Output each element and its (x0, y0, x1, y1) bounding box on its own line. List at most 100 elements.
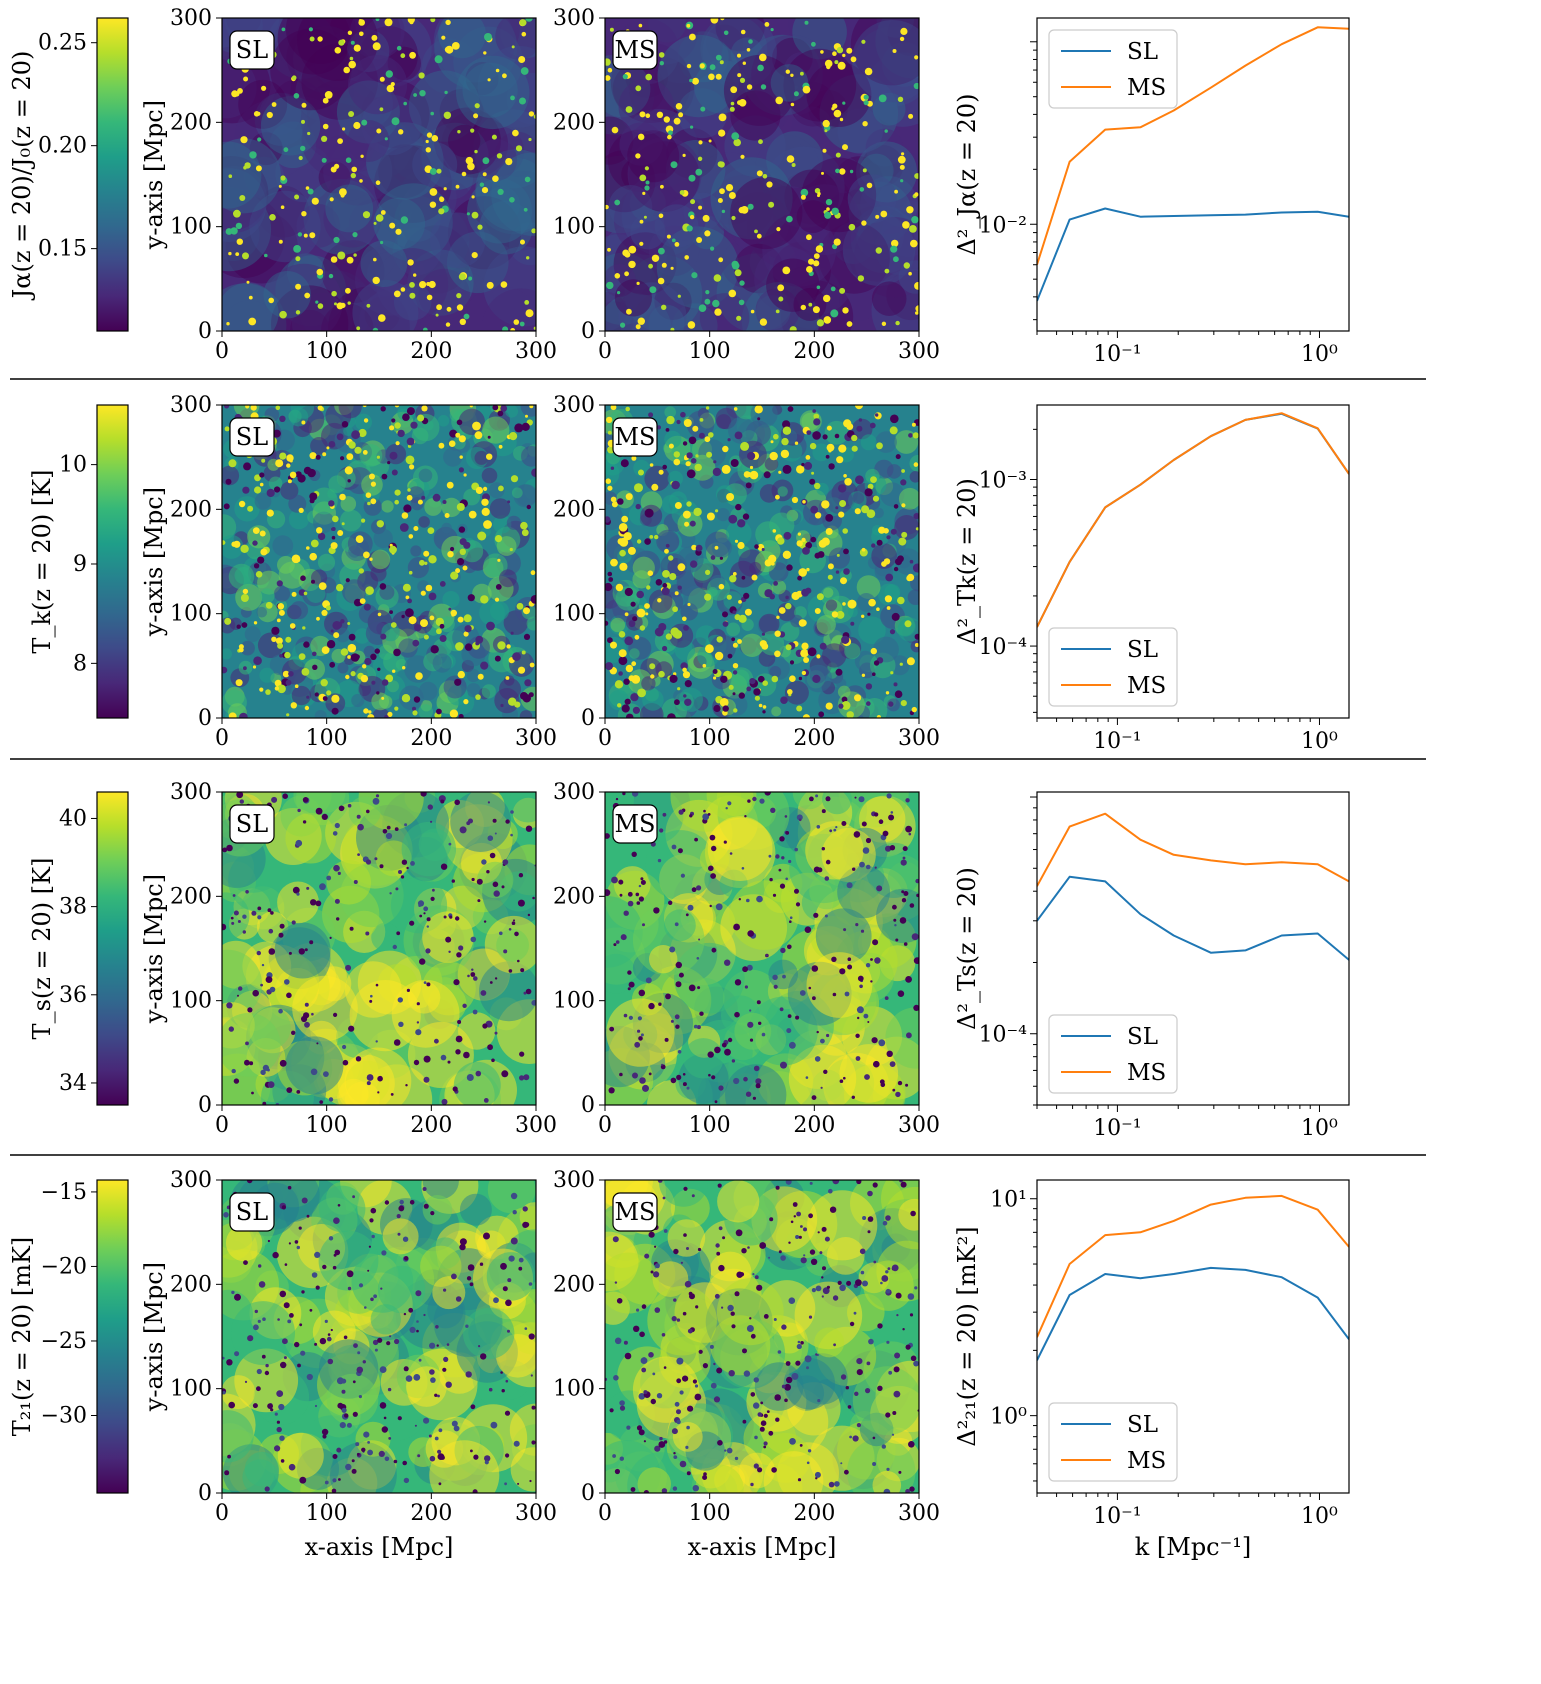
field-spot (711, 845, 717, 852)
field-spot (619, 893, 623, 897)
ps-frame (1036, 1179, 1350, 1494)
field-spot (658, 247, 665, 255)
field-spot (884, 268, 890, 274)
field-spot (689, 520, 696, 527)
field-spot (838, 511, 845, 518)
field-spot (913, 1360, 919, 1367)
field-spot (244, 1059, 250, 1066)
field-spot (379, 583, 387, 590)
field-blob (278, 561, 306, 589)
field-spot (285, 636, 292, 643)
field-spot (842, 307, 849, 314)
field-spot (650, 1270, 654, 1274)
field-spot (253, 621, 258, 625)
field-spot (316, 616, 320, 621)
field-spot (816, 654, 821, 659)
x-tick-label: 100 (306, 1113, 348, 1138)
field-spot (632, 792, 639, 797)
series-line-ms (1037, 812, 1349, 887)
field-spot (787, 944, 792, 950)
field-spot (744, 608, 752, 616)
field-spot (881, 321, 887, 326)
field-spot (828, 463, 835, 470)
field-spot (507, 500, 511, 504)
field-spot (874, 812, 879, 817)
field-blob (825, 599, 838, 611)
field-blob (458, 408, 485, 435)
field-spot (790, 1220, 794, 1224)
field-spot (822, 434, 828, 440)
field-spot (393, 290, 401, 298)
field-spot (392, 669, 396, 673)
field-spot (801, 537, 806, 543)
field-spot (835, 506, 839, 510)
field-spot (635, 153, 641, 159)
field-spot (880, 210, 888, 218)
field-blob (298, 270, 373, 331)
colorbar-label: Jα(z = 20)/J₀(z = 20) (8, 51, 36, 302)
field-spot (715, 509, 719, 513)
field-spot (472, 1009, 478, 1015)
field-spot (362, 450, 368, 455)
field-spot (330, 1328, 333, 1332)
field-spot (645, 612, 649, 616)
field-spot (812, 409, 816, 413)
field-spot (732, 663, 739, 669)
field-spot (623, 910, 629, 916)
field-spot (494, 655, 501, 662)
field-spot (891, 612, 900, 621)
field-spot (796, 814, 803, 821)
field-blob (259, 93, 302, 135)
field-spot (365, 931, 370, 936)
field-spot (662, 812, 667, 817)
field-spot (377, 612, 382, 617)
field-spot (631, 851, 637, 857)
field-blob (710, 157, 793, 240)
field-spot (239, 195, 246, 201)
field-spot (254, 486, 262, 494)
field-blob (839, 1044, 899, 1103)
field-blob (847, 174, 897, 224)
field-spot (345, 674, 350, 680)
field-spot (242, 588, 249, 595)
field-spot (901, 531, 908, 538)
field-blob (860, 157, 914, 212)
field-blob (790, 82, 835, 127)
field-spot (351, 166, 358, 173)
field-spot (303, 591, 308, 596)
field-spot (905, 1344, 911, 1350)
field-spot (679, 190, 685, 195)
field-blob (506, 515, 521, 530)
field-spot (412, 639, 420, 647)
field-spot (502, 326, 509, 331)
field-blob (222, 514, 237, 540)
field-spot (850, 56, 857, 63)
field-blob (519, 710, 533, 718)
field-spot (419, 958, 426, 965)
field-spot (691, 1194, 695, 1198)
field-spot (797, 575, 802, 581)
field-spot (404, 1256, 409, 1261)
field-spot (389, 892, 392, 895)
field-spot (455, 184, 460, 189)
field-spot (447, 551, 454, 558)
field-spot (369, 473, 375, 480)
field-spot (778, 868, 782, 872)
field-spot (909, 1313, 914, 1317)
field-spot (363, 418, 369, 423)
field-spot (402, 1460, 408, 1466)
field-blob (606, 998, 675, 1067)
field-blob (806, 952, 873, 1018)
field-spot (780, 1061, 787, 1069)
field-spot (796, 1211, 801, 1217)
field-spot (910, 1210, 916, 1217)
field-spot (407, 598, 412, 604)
field-spot (702, 663, 707, 668)
field-spot (304, 705, 310, 711)
field-spot (842, 101, 846, 105)
field-spot (864, 1074, 870, 1080)
